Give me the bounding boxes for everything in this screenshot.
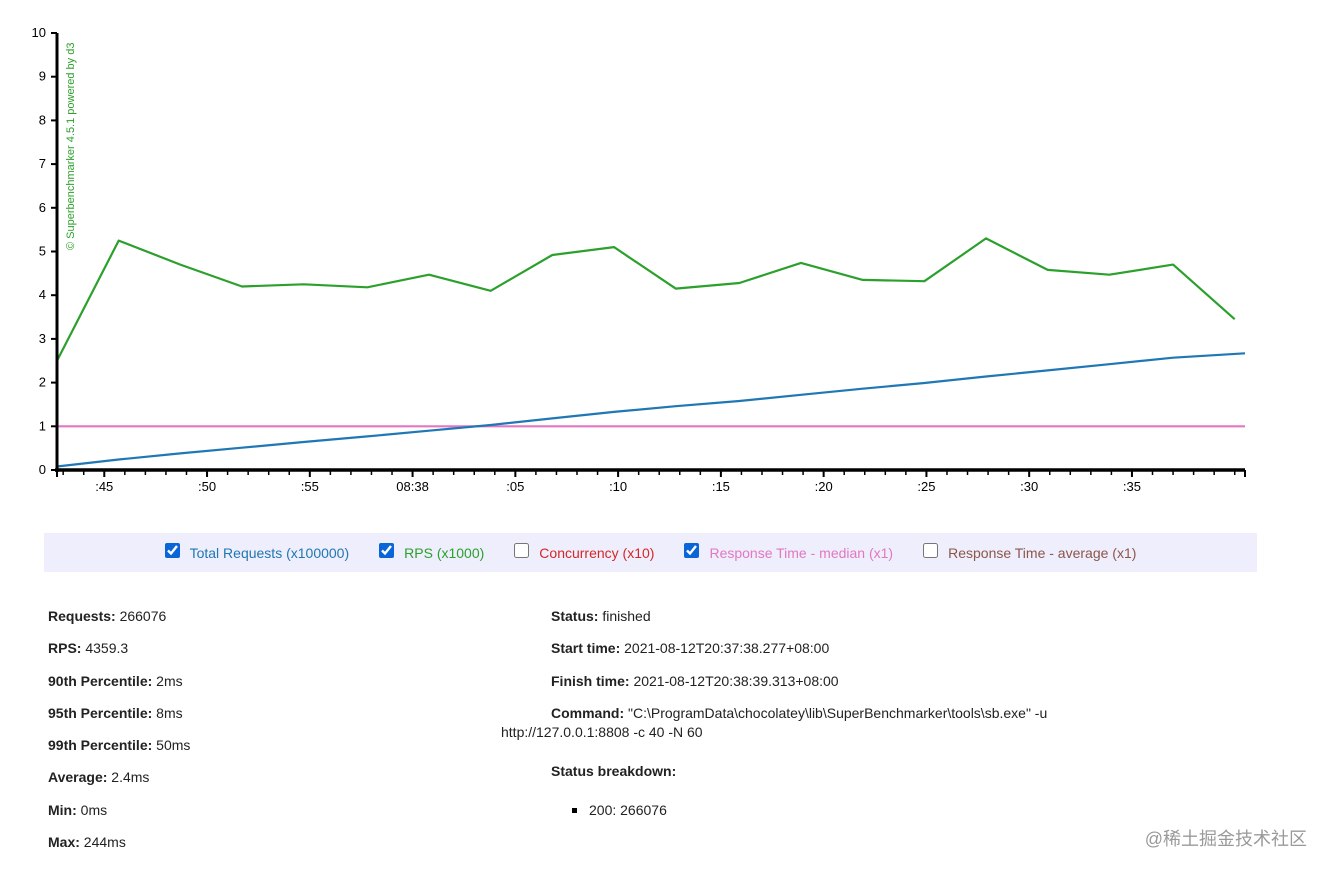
y-tick-label-6: 6 [39,200,46,215]
stat-requests-label: Requests: [48,608,116,624]
stat-average-label: Average: [48,769,108,786]
stat-p99: 99th Percentile: 50ms [48,735,190,767]
watermark: @稀土掘金技术社区 [1144,829,1307,849]
stat-requests-value: 266076 [119,608,167,624]
response-median-checkbox[interactable] [684,543,700,558]
legend-total-requests[interactable]: Total Requests (x100000) [164,543,350,561]
status-value: finished [602,608,651,624]
bullet-icon [572,807,577,813]
command-line2: http://127.0.0.1:8808 -c 40 -N 60 [501,723,703,740]
legend-response-median[interactable]: Response Time - median (x1) [684,543,894,561]
x-tick-label: :10 [609,479,627,494]
series-legend: Total Requests (x100000) RPS (x1000) Con… [44,533,1257,572]
response-average-checkbox[interactable] [923,543,939,558]
stat-p90: 90th Percentile: 2ms [48,671,190,703]
x-tick-label: :45 [95,479,113,494]
run-status: Status: finished Start time: 2021-08-12T… [501,606,1048,793]
finish-time-row: Finish time: 2021-08-12T20:38:39.313+08:… [551,671,1047,703]
y-tick-label-4: 4 [39,287,46,302]
status-label: Status: [551,608,599,624]
y-tick-label-1: 1 [39,418,46,433]
x-tick-label: :30 [1020,479,1038,494]
x-tick-label: :35 [1123,479,1141,494]
stat-p95-value: 8ms [156,704,183,721]
stat-average-value: 2.4ms [111,769,150,786]
series-line-rps-x1000- [56,237,1236,362]
stat-p99-label: 99th Percentile: [48,737,153,754]
x-tick-label: :15 [712,479,730,494]
status-breakdown-row: Status breakdown: [551,761,1047,793]
status-breakdown-item: 200: 266076 [572,802,667,818]
legend-concurrency[interactable]: Concurrency (x10) [514,543,655,561]
stat-p90-label: 90th Percentile: [48,672,153,689]
rps-checkbox[interactable] [379,543,395,558]
stat-max-value: 244ms [83,834,126,851]
stat-requests: Requests: 266076 [48,606,190,638]
x-tick-label: :25 [917,479,935,494]
stat-rps: RPS: 4359.3 [48,638,190,670]
x-tick-label: :50 [198,479,216,494]
total-requests-checkbox[interactable] [164,543,180,558]
stat-max: Max: 244ms [48,832,190,864]
x-tick-label: :55 [301,479,319,494]
stat-average: Average: 2.4ms [48,767,190,799]
stat-rps-label: RPS: [48,640,82,657]
x-tick-label: 08:38 [396,479,429,494]
y-tick-label-9: 9 [39,69,46,84]
y-tick-label-2: 2 [39,375,46,390]
legend-rps-label: RPS (x1000) [404,544,485,561]
concurrency-checkbox[interactable] [514,543,530,558]
legend-response-average-label: Response Time - average (x1) [948,544,1137,561]
legend-concurrency-label: Concurrency (x10) [539,544,655,561]
stat-rps-value: 4359.3 [85,640,129,657]
stat-min-label: Min: [48,801,77,818]
y-tick-label-0: 0 [39,462,46,477]
finish-time-label: Finish time: [551,672,630,689]
legend-response-median-label: Response Time - median (x1) [709,544,894,561]
y-tick-label-7: 7 [39,156,46,171]
x-tick-label: :05 [506,479,524,494]
stat-p95-label: 95th Percentile: [48,704,153,721]
stat-min-value: 0ms [80,801,108,818]
x-tick-label: :20 [815,479,833,494]
status-breakdown-value: 200: 266076 [589,802,667,818]
start-time-label: Start time: [551,640,621,657]
finish-time-value: 2021-08-12T20:38:39.313+08:00 [633,672,839,689]
y-tick-label-3: 3 [39,331,46,346]
status-breakdown-label: Status breakdown: [551,762,677,779]
status-row: Status: finished [551,606,1047,638]
series-line-total-requests-x100000- [56,352,1246,468]
legend-rps[interactable]: RPS (x1000) [379,543,485,561]
y-tick-label-5: 5 [39,244,46,259]
stat-p95: 95th Percentile: 8ms [48,703,190,735]
chart-credit: © Superbenchmarker 4.5.1 powered by d3 [65,43,77,250]
command-line1: "C:\ProgramData\chocolatey\lib\SuperBenc… [628,704,1048,721]
legend-total-requests-label: Total Requests (x100000) [189,544,350,561]
start-time-value: 2021-08-12T20:37:38.277+08:00 [624,640,830,657]
stats-summary: Requests: 266076 RPS: 4359.3 90th Percen… [48,606,190,864]
stat-p90-value: 2ms [156,672,183,689]
command-row: Command: "C:\ProgramData\chocolatey\lib\… [501,703,1048,761]
y-tick-label-8: 8 [39,112,46,127]
stat-min: Min: 0ms [48,800,190,832]
chart: 0 1 2 3 4 5 6 7 8 9 10 :45 :50 :55 08:38 :05 :10 :15 :20 :2… [32,25,1246,494]
stat-max-label: Max: [48,834,80,851]
stat-p99-value: 50ms [156,737,191,754]
legend-response-average[interactable]: Response Time - average (x1) [923,543,1137,561]
y-tick-label-10: 10 [32,25,46,40]
start-time-row: Start time: 2021-08-12T20:37:38.277+08:0… [551,638,1047,670]
command-label: Command: [551,704,625,721]
